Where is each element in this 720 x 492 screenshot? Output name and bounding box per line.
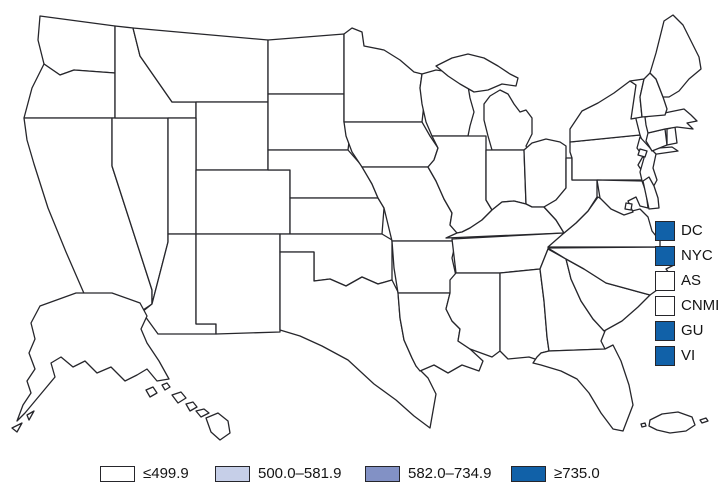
class2-label: 500.0–581.9 — [258, 465, 342, 482]
state-co — [195, 169, 291, 235]
territory-pr — [640, 411, 709, 434]
class4-label: ≥735.0 — [554, 465, 600, 482]
state-mn — [343, 27, 425, 123]
state-mi — [435, 53, 533, 151]
class2-swatch — [215, 465, 250, 482]
class3-swatch — [365, 465, 400, 482]
state-or — [23, 63, 116, 119]
gu-label: GU — [681, 322, 704, 339]
state-ia — [343, 121, 439, 168]
state-me — [649, 14, 702, 98]
state-fl — [532, 344, 634, 432]
state-ks — [289, 197, 385, 235]
side-legend: DC NYC AS CNMI GU VI — [655, 220, 720, 371]
state-wy — [195, 101, 269, 171]
side-legend-row-vi: VI — [655, 345, 719, 366]
dc-label: DC — [681, 222, 703, 239]
state-wa — [37, 15, 116, 76]
state-sd — [267, 93, 351, 151]
state-nm — [195, 233, 281, 335]
nyc-label: NYC — [681, 247, 713, 264]
state-pa — [569, 134, 647, 181]
legend-item-class1: ≤499.9 — [100, 465, 189, 482]
state-ak — [11, 292, 170, 433]
class4-swatch — [511, 465, 546, 482]
state-dc — [624, 202, 633, 211]
class-legend: ≤499.9 500.0–581.9 582.0–734.9 ≥735.0 — [0, 465, 720, 485]
class1-label: ≤499.9 — [143, 465, 189, 482]
states-layer — [11, 14, 709, 441]
as-label: AS — [681, 272, 702, 289]
state-ar — [391, 240, 457, 294]
vi-label: VI — [681, 347, 696, 364]
vi-swatch — [655, 345, 675, 366]
side-legend-row-gu: GU — [655, 320, 719, 341]
side-legend-row-nyc: NYC — [655, 245, 719, 266]
state-nd — [267, 33, 345, 95]
cnmi-label: CNMI — [681, 297, 720, 314]
legend-item-class2: 500.0–581.9 — [215, 465, 341, 482]
as-swatch — [655, 270, 675, 291]
gu-swatch — [655, 320, 675, 341]
class3-label: 582.0–734.9 — [408, 465, 492, 482]
class1-swatch — [100, 465, 135, 482]
legend-item-class3: 582.0–734.9 — [365, 465, 491, 482]
state-de — [642, 176, 660, 210]
nyc-swatch — [655, 245, 675, 266]
side-legend-row-as: AS — [655, 270, 719, 291]
side-legend-row-dc: DC — [655, 220, 719, 241]
state-hi — [145, 382, 231, 441]
state-ut — [167, 117, 197, 235]
state-ri — [666, 126, 678, 146]
state-in — [485, 149, 527, 211]
dc-swatch — [655, 220, 675, 241]
legend-item-class4: ≥735.0 — [511, 465, 600, 482]
side-legend-row-cnmi: CNMI — [655, 295, 720, 316]
cnmi-swatch — [655, 295, 675, 316]
state-nyc — [637, 148, 648, 158]
